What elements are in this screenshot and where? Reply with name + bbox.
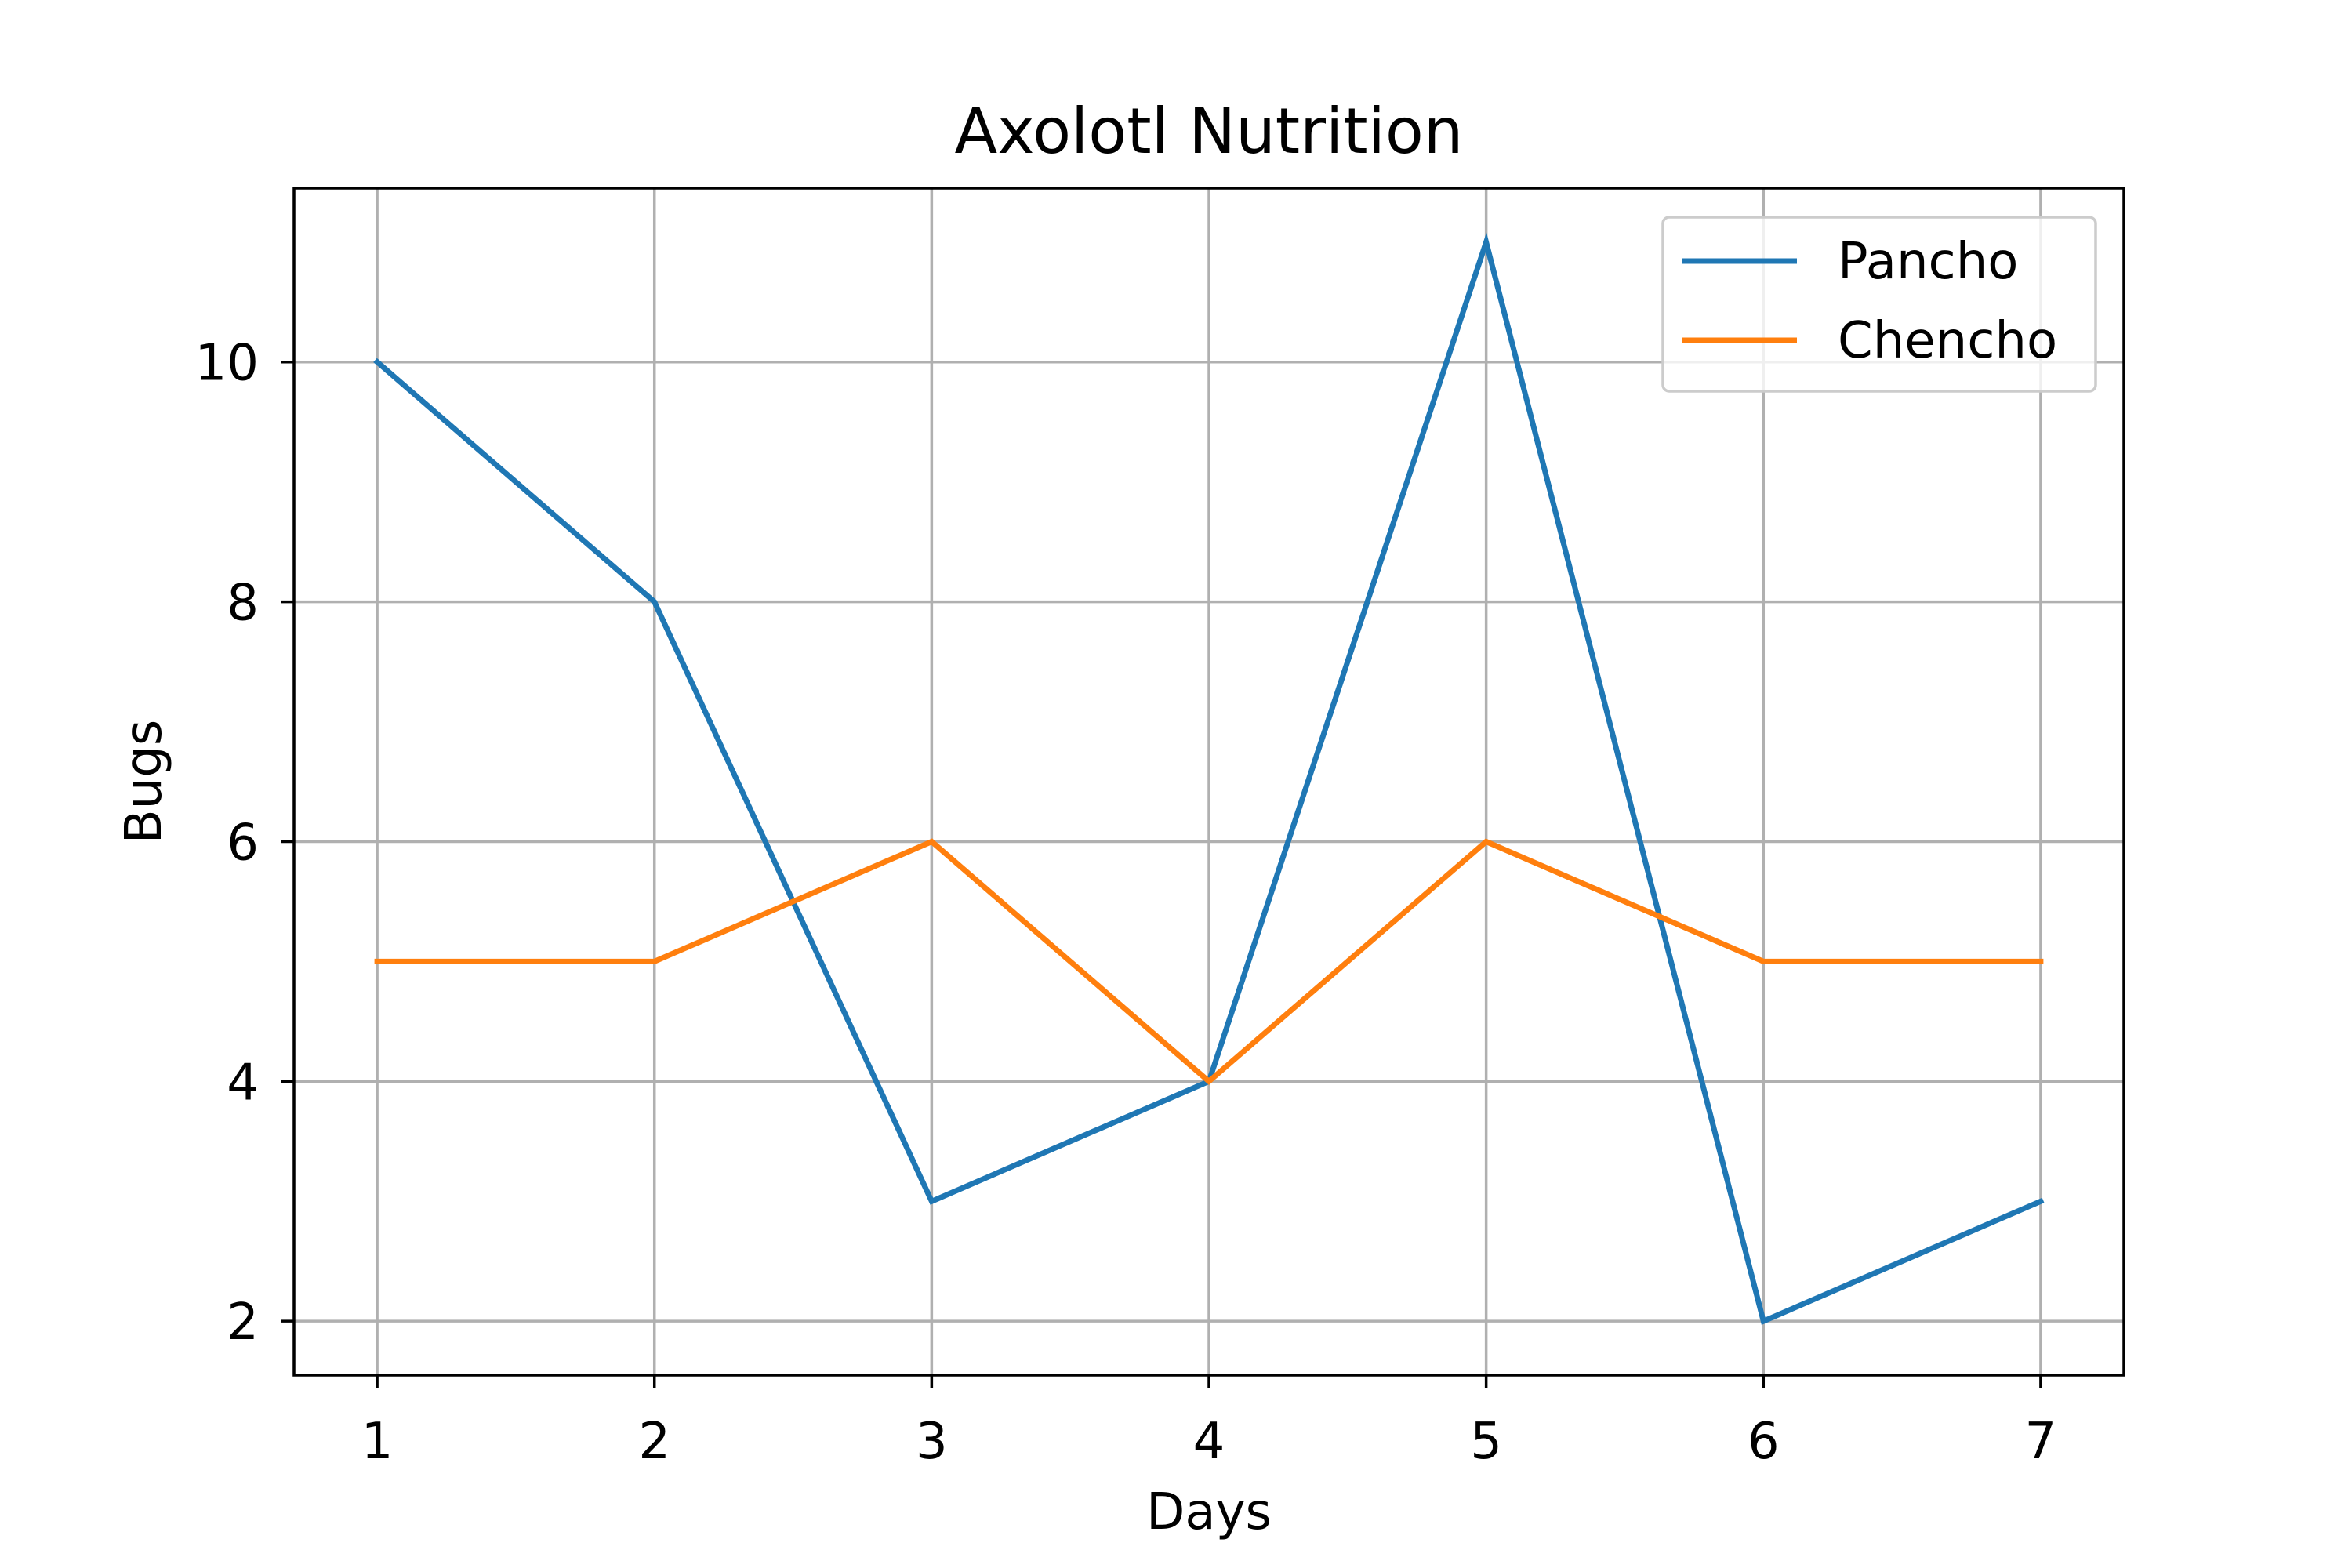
legend-label-pancho: Pancho	[1838, 233, 2018, 291]
y-tick-label: 4	[227, 1054, 259, 1112]
y-axis-ticks: 2 4 6 8 10	[195, 335, 294, 1352]
chart-title: Axolotl Nutrition	[954, 95, 1463, 168]
y-tick-label: 10	[195, 335, 259, 393]
x-tick-label: 4	[1193, 1413, 1225, 1471]
x-tick-label: 2	[638, 1413, 670, 1471]
x-tick-label: 1	[361, 1413, 394, 1471]
x-axis-label: Days	[1146, 1483, 1272, 1541]
y-tick-label: 8	[227, 575, 259, 633]
legend-label-chencho: Chencho	[1838, 312, 2057, 370]
grid-lines	[294, 188, 2124, 1375]
x-tick-label: 3	[916, 1413, 948, 1471]
legend: Pancho Chencho	[1661, 216, 2097, 393]
x-tick-label: 5	[1470, 1413, 1502, 1471]
series-line-chencho	[374, 838, 2044, 1085]
series-lines	[373, 232, 2045, 1326]
x-tick-label: 7	[2025, 1413, 2057, 1471]
x-axis-ticks: 1 2 3 4 5 6 7	[361, 1375, 2057, 1471]
x-tick-label: 6	[1748, 1413, 1780, 1471]
y-tick-label: 2	[227, 1294, 259, 1352]
y-axis-label: Bugs	[115, 720, 173, 844]
y-tick-label: 6	[227, 814, 259, 872]
